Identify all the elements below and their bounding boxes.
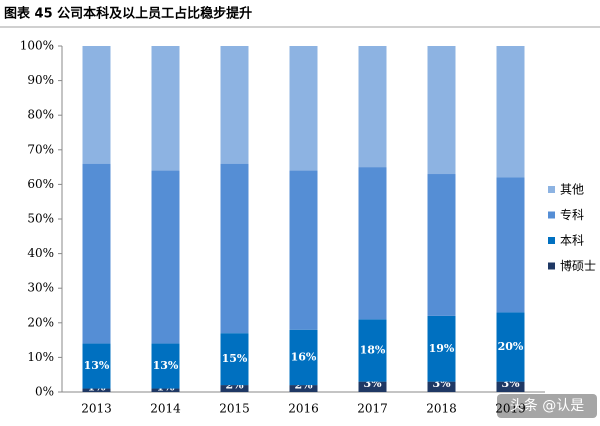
bar-segment bbox=[427, 315, 456, 382]
bar-segment bbox=[220, 46, 249, 164]
bar-segment bbox=[358, 319, 387, 382]
bar-segment bbox=[427, 174, 456, 316]
data-label: 18% bbox=[360, 343, 386, 356]
bar-segment bbox=[82, 388, 111, 392]
data-label: 15% bbox=[222, 352, 248, 365]
chart-title: 图表 45 公司本科及以上员工占比稳步提升 bbox=[4, 6, 252, 22]
bar-segment bbox=[427, 46, 456, 175]
bar-segment bbox=[496, 312, 525, 382]
y-tick-label: 80% bbox=[27, 108, 54, 122]
legend-label: 专科 bbox=[560, 207, 584, 222]
watermark-bg bbox=[497, 394, 597, 418]
x-tick-label: 2017 bbox=[357, 402, 388, 416]
y-tick-label: 30% bbox=[27, 281, 54, 295]
x-tick-label: 2016 bbox=[288, 402, 319, 416]
legend-swatch bbox=[548, 237, 555, 244]
y-tick-label: 100% bbox=[20, 39, 54, 53]
watermark: 头条 @认是 bbox=[510, 397, 584, 414]
data-label: 13% bbox=[153, 359, 179, 372]
bar-segment bbox=[151, 388, 180, 392]
legend-label: 博硕士 bbox=[560, 258, 596, 273]
bar-segment bbox=[220, 163, 249, 334]
bar-segment bbox=[82, 46, 111, 164]
x-tick-label: 2013 bbox=[81, 402, 112, 416]
y-tick-label: 40% bbox=[27, 246, 54, 260]
y-tick-label: 90% bbox=[27, 73, 54, 87]
data-label: 16% bbox=[291, 350, 317, 363]
y-tick-label: 60% bbox=[27, 177, 54, 191]
y-tick-label: 20% bbox=[27, 315, 54, 329]
bar-segment bbox=[496, 381, 525, 392]
bar-segment bbox=[220, 333, 249, 386]
bar-segment bbox=[289, 385, 318, 392]
legend-label: 本科 bbox=[560, 234, 584, 248]
data-label: 20% bbox=[498, 340, 524, 353]
bar-segment bbox=[496, 46, 525, 178]
bar-segment bbox=[358, 46, 387, 168]
bar-segment bbox=[427, 381, 456, 392]
x-tick-label: 2019 bbox=[495, 402, 526, 416]
bar-segment bbox=[358, 167, 387, 320]
legend-label: 其他 bbox=[560, 183, 584, 197]
bar-segment bbox=[220, 385, 249, 392]
bar-segment bbox=[289, 46, 318, 171]
y-tick-label: 10% bbox=[27, 350, 54, 364]
bar-segment bbox=[82, 343, 111, 389]
x-tick-label: 2015 bbox=[219, 402, 250, 416]
y-tick-label: 0% bbox=[35, 385, 54, 399]
legend-swatch bbox=[548, 211, 555, 219]
legend-swatch bbox=[548, 186, 555, 193]
bar-segment bbox=[496, 177, 525, 313]
data-label: 19% bbox=[429, 342, 455, 355]
bar-segment bbox=[151, 343, 180, 389]
bar-segment bbox=[151, 170, 180, 344]
bar-segment bbox=[151, 46, 180, 171]
x-tick-label: 2014 bbox=[150, 402, 181, 416]
bar-segment bbox=[289, 170, 318, 330]
bar-segment bbox=[289, 329, 318, 386]
legend-swatch bbox=[548, 262, 555, 270]
y-tick-label: 50% bbox=[27, 212, 54, 226]
y-tick-label: 70% bbox=[27, 142, 54, 156]
bar-segment bbox=[82, 163, 111, 344]
data-label: 13% bbox=[84, 359, 110, 372]
bar-segment bbox=[358, 381, 387, 392]
x-tick-label: 2018 bbox=[426, 402, 457, 416]
